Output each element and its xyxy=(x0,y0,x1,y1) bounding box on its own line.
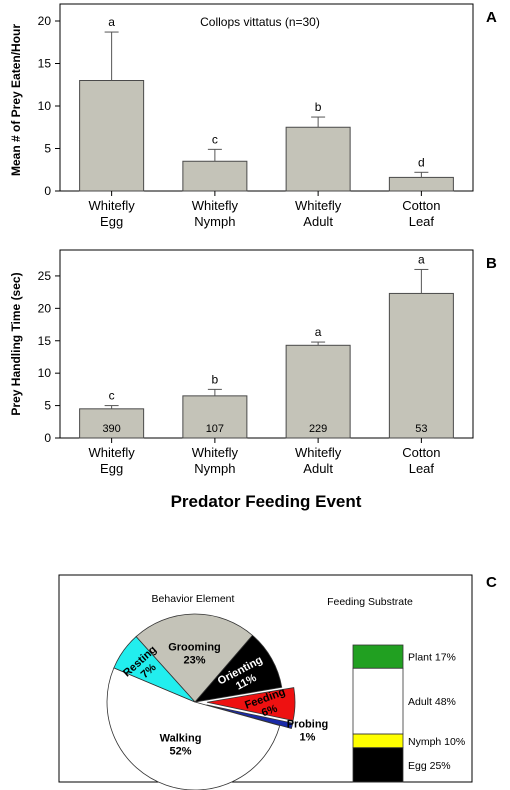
bar-count-label: 390 xyxy=(102,423,120,435)
y-tick-label: 10 xyxy=(38,366,52,380)
bar xyxy=(285,126,351,192)
bar xyxy=(182,395,248,439)
panel-b-ylabel: Prey Handling Time (sec) xyxy=(9,272,23,415)
x-tick-label: Adult xyxy=(303,214,333,229)
bar xyxy=(79,408,145,439)
panel-c-frame xyxy=(58,574,473,783)
panel-a: A Collops vittatus (n=30) Mean # of Prey… xyxy=(9,3,497,229)
bar xyxy=(388,176,454,192)
x-tick-label: Whitefly xyxy=(295,198,342,213)
pie-slice-pct: 23% xyxy=(183,655,205,667)
x-tick-label: Egg xyxy=(100,214,123,229)
pie-slice-pct: 6% xyxy=(260,703,279,720)
significance-letter: d xyxy=(418,155,425,169)
x-tick-label: Leaf xyxy=(409,461,435,476)
pie-slice-resting xyxy=(113,636,196,703)
pie-slice-feeding xyxy=(206,687,296,722)
substrate-segment-label: Adult 48% xyxy=(408,696,456,708)
pie-slice-label: Probing xyxy=(287,719,329,731)
x-tick-label: Leaf xyxy=(409,214,435,229)
pie-slice-walking xyxy=(106,667,281,790)
y-tick-label: 25 xyxy=(38,269,52,283)
x-tick-label: Cotton xyxy=(402,198,440,213)
substrate-segment xyxy=(352,733,404,749)
x-tick-label: Whitefly xyxy=(89,198,136,213)
pie-slice-pct: 1% xyxy=(300,732,316,744)
panel-b-letter: B xyxy=(486,255,497,272)
y-tick-label: 15 xyxy=(38,334,52,348)
significance-letter: b xyxy=(212,372,219,386)
pie-slice-pct: 52% xyxy=(170,746,192,758)
bar xyxy=(285,344,351,439)
pie-slice-label: Grooming xyxy=(168,642,221,654)
panel-a-frame xyxy=(59,3,474,192)
significance-letter: a xyxy=(108,15,115,29)
significance-letter: c xyxy=(109,389,115,403)
substrate-segment xyxy=(352,667,404,735)
pie-title: Behavior Element xyxy=(152,593,235,605)
significance-letter: a xyxy=(418,252,425,266)
pie-slice-label: Walking xyxy=(160,733,202,745)
substrate-stack: Plant 17% Adult 48% Nymph 10% Egg 25% xyxy=(352,644,465,783)
significance-letter: b xyxy=(315,100,322,114)
y-tick-label: 20 xyxy=(38,301,52,315)
substrate-segment-label: Egg 25% xyxy=(408,760,451,772)
substrate-segment xyxy=(352,644,404,669)
bar xyxy=(182,160,248,192)
panel-c-letter: C xyxy=(486,574,497,591)
y-tick-label: 0 xyxy=(44,431,51,445)
panel-a-ylabel: Mean # of Prey Eaten/Hour xyxy=(9,24,23,176)
panel-a-letter: A xyxy=(486,9,497,26)
substrate-segment xyxy=(352,747,404,783)
y-tick-label: 5 xyxy=(44,142,51,156)
panel-b-frame xyxy=(59,249,474,439)
x-tick-label: Whitefly xyxy=(192,198,239,213)
x-tick-label: Whitefly xyxy=(89,445,136,460)
panel-b-plot: 0510152025c390WhiteflyEggb107WhiteflyNym… xyxy=(38,252,454,476)
panel-a-title: Collops vittatus (n=30) xyxy=(200,15,320,29)
x-tick-label: Adult xyxy=(303,461,333,476)
x-tick-label: Egg xyxy=(100,461,123,476)
panel-b-xlabel: Predator Feeding Event xyxy=(171,492,362,511)
y-tick-label: 0 xyxy=(44,184,51,198)
x-tick-label: Whitefly xyxy=(192,445,239,460)
x-tick-label: Cotton xyxy=(402,445,440,460)
y-tick-label: 20 xyxy=(38,14,52,28)
panel-c: C Behavior Element Feeding Substrate Gro… xyxy=(58,574,497,790)
bar-count-label: 229 xyxy=(309,423,327,435)
significance-letter: c xyxy=(212,132,218,146)
x-tick-label: Whitefly xyxy=(295,445,342,460)
significance-letter: a xyxy=(315,325,322,339)
x-tick-label: Nymph xyxy=(194,461,235,476)
x-tick-label: Nymph xyxy=(194,214,235,229)
bar xyxy=(388,292,454,439)
pie-slice-probing xyxy=(206,704,294,730)
substrate-segment-label: Nymph 10% xyxy=(408,736,465,748)
panel-b: B Prey Handling Time (sec) Predator Feed… xyxy=(9,249,497,511)
y-tick-label: 5 xyxy=(44,399,51,413)
pie-slice-orienting xyxy=(193,634,283,703)
bar-count-label: 53 xyxy=(415,423,427,435)
pie-slice-grooming xyxy=(135,613,254,703)
y-tick-label: 15 xyxy=(38,57,52,71)
bar xyxy=(79,80,145,192)
substrate-title: Feeding Substrate xyxy=(327,596,413,608)
substrate-segment-label: Plant 17% xyxy=(408,652,456,664)
bar-count-label: 107 xyxy=(206,423,224,435)
y-tick-label: 10 xyxy=(38,99,52,113)
